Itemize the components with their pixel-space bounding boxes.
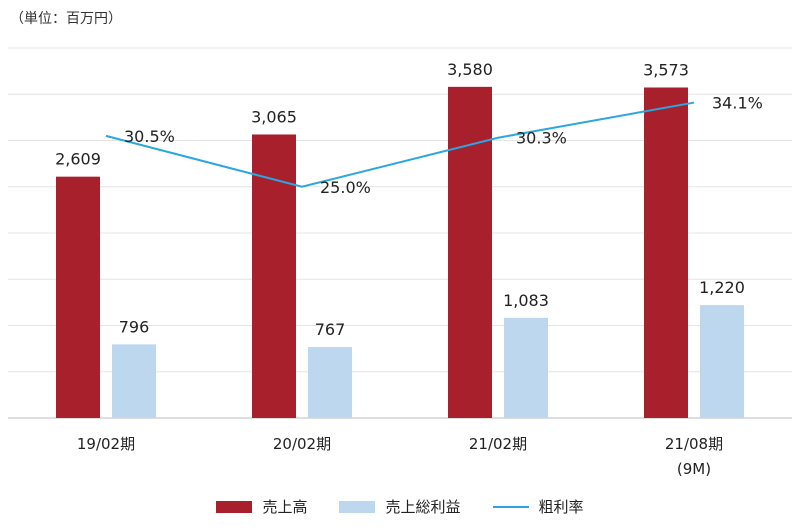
data-label-gross-margin: 30.5% (124, 127, 175, 146)
x-tick-label: 21/08期 (665, 435, 723, 453)
data-label-gross-profit: 1,220 (699, 278, 745, 297)
data-label-gross-profit: 796 (119, 317, 150, 336)
bar-sales (56, 176, 100, 418)
legend-item-sales: 売上高 (216, 496, 307, 517)
x-tick-sublabel: (9M) (677, 460, 711, 478)
data-label-gross-margin: 25.0% (320, 178, 371, 197)
x-tick-label: 20/02期 (273, 435, 331, 453)
bar-sales (644, 87, 688, 418)
data-label-gross-profit: 767 (315, 320, 346, 339)
legend-swatch-gross-profit (339, 500, 376, 513)
legend-item-gross-margin: 粗利率 (492, 496, 584, 517)
bar-sales (448, 86, 492, 418)
x-tick-label: 21/02期 (469, 435, 527, 453)
legend: 売上高 売上総利益 粗利率 (0, 496, 800, 517)
bar-gross-profit (504, 317, 548, 418)
legend-swatch-sales (216, 500, 253, 513)
bar-gross-profit (112, 344, 156, 418)
data-label-gross-margin: 34.1% (712, 94, 763, 113)
legend-label-sales: 売上高 (262, 498, 308, 516)
x-tick-label: 19/02期 (77, 435, 135, 453)
bar-gross-profit (308, 347, 352, 418)
data-label-gross-profit: 1,083 (503, 291, 549, 310)
bar-sales (252, 134, 296, 419)
bar-gross-profit (700, 305, 744, 418)
data-label-sales: 3,580 (447, 60, 493, 79)
data-label-gross-margin: 30.3% (516, 129, 567, 148)
legend-label-gross-margin: 粗利率 (538, 498, 584, 516)
legend-label-gross-profit: 売上総利益 (385, 498, 461, 516)
data-label-sales: 2,609 (55, 150, 101, 169)
legend-swatch-gross-margin (492, 505, 529, 508)
data-label-sales: 3,573 (643, 60, 689, 79)
line-gross-margin (105, 101, 695, 188)
data-label-sales: 3,065 (251, 107, 297, 126)
unit-label: （単位：百万円） (10, 11, 122, 27)
legend-item-gross-profit: 売上総利益 (339, 496, 461, 517)
combo-chart: 2,609 796 19/02期 3,065 767 20/02期 3,580 1,083 21… (8, 47, 792, 478)
